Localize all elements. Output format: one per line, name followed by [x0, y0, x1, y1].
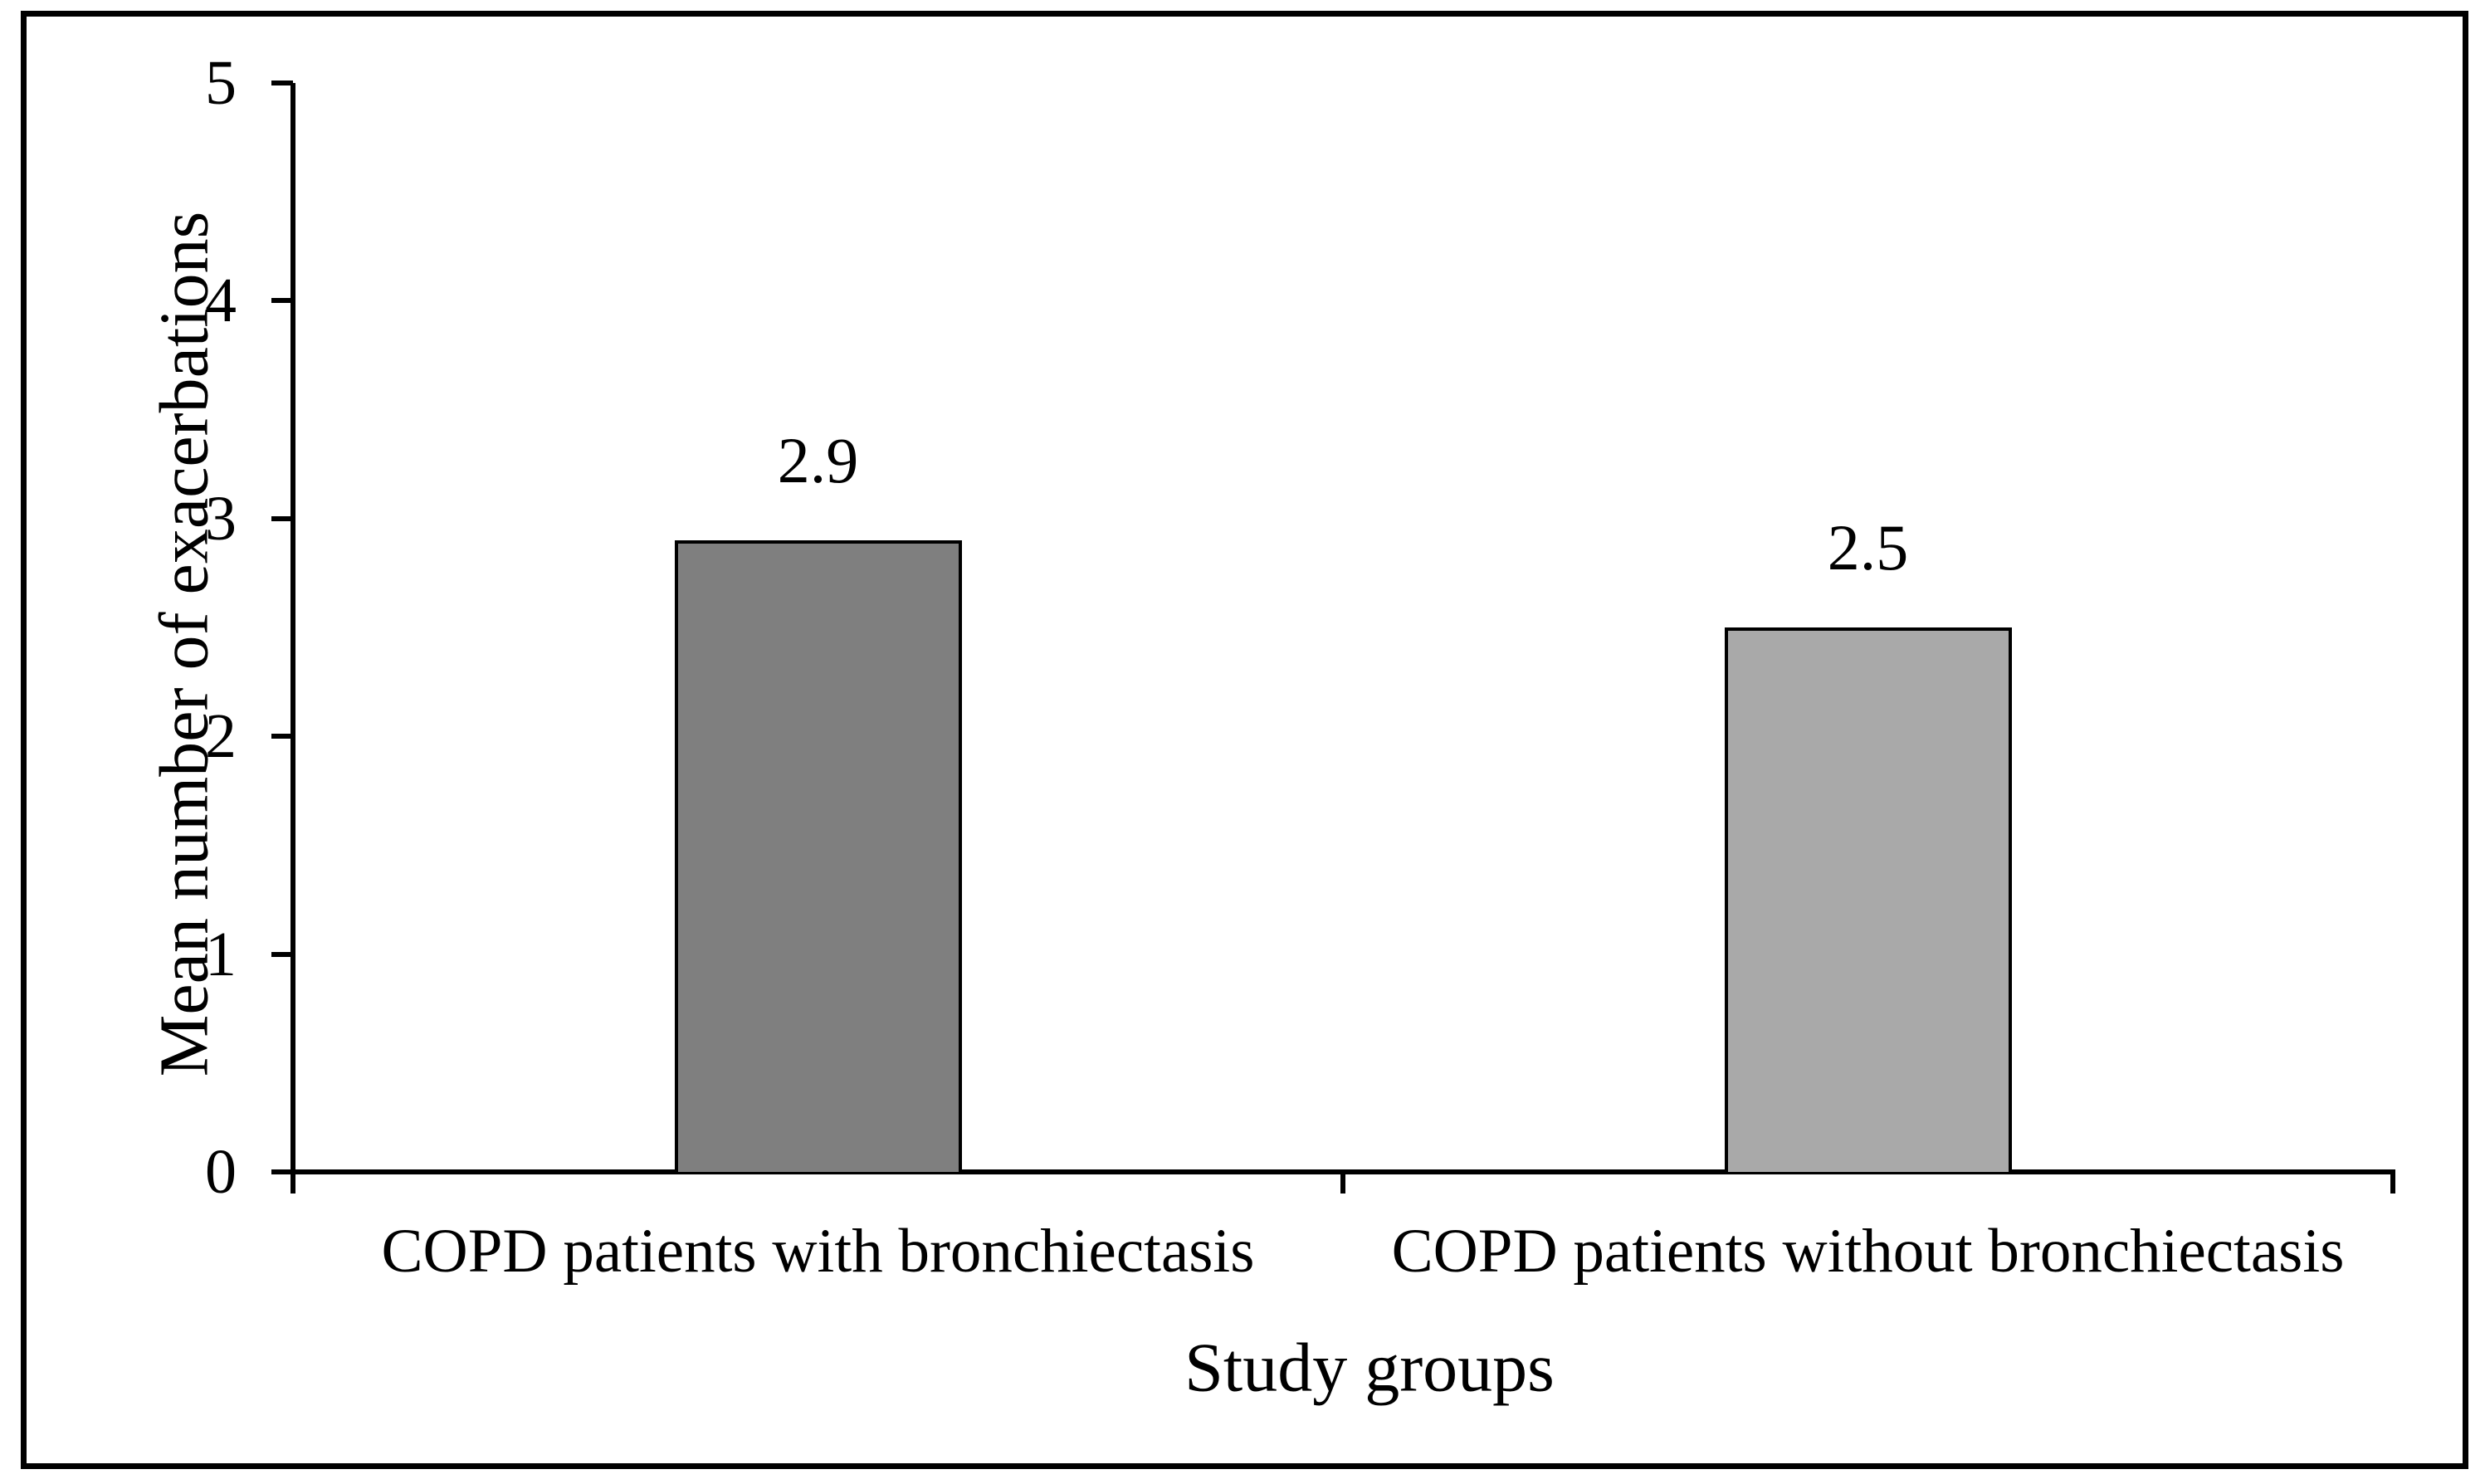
bar-value-label: 2.5: [1827, 511, 1909, 583]
figure-frame: Mean number of exacerbations Study group…: [21, 11, 2468, 1469]
plot-area: Mean number of exacerbations Study group…: [27, 17, 2463, 1463]
bar-value-label: 2.9: [777, 424, 859, 497]
y-tick: [271, 515, 293, 521]
y-tick: [271, 951, 293, 957]
y-axis-line: [290, 83, 295, 1172]
x-axis-title: Study groups: [1184, 1329, 1555, 1407]
x-category-label: COPD patients without bronchiectasis: [1391, 1217, 2345, 1286]
x-tick: [1340, 1172, 1345, 1194]
x-tick: [2390, 1172, 2395, 1194]
y-tick: [271, 81, 293, 85]
x-category-label: COPD patients with bronchiectasis: [381, 1217, 1255, 1286]
y-tick-label: 1: [205, 919, 237, 989]
y-tick: [271, 1169, 293, 1174]
y-tick-label: 3: [205, 483, 237, 554]
x-tick: [290, 1172, 295, 1194]
y-tick: [271, 734, 293, 740]
y-tick-label: 4: [205, 266, 237, 336]
y-tick-label: 2: [205, 701, 237, 772]
y-tick-label: 5: [205, 48, 237, 118]
y-tick-label: 0: [205, 1137, 237, 1207]
bar: [1724, 627, 2012, 1172]
y-tick: [271, 298, 293, 304]
bar: [674, 540, 962, 1172]
